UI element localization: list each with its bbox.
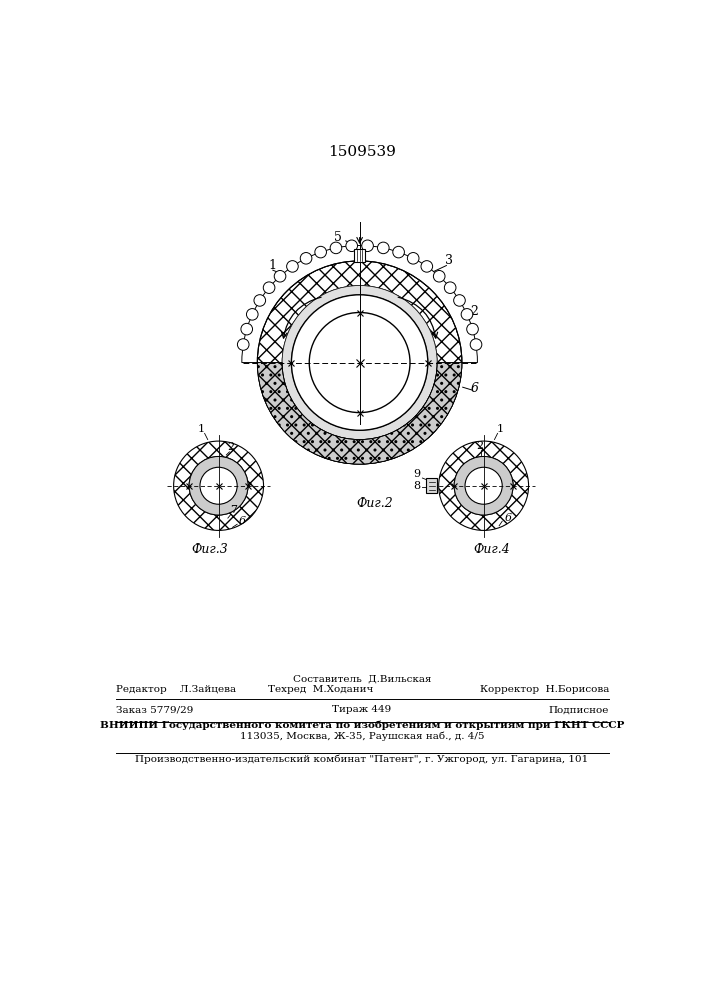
Text: 6: 6 — [470, 382, 479, 395]
Text: Тираж 449: Тираж 449 — [332, 705, 392, 714]
Text: 113035, Москва, Ж-35, Раушская наб., д. 4/5: 113035, Москва, Ж-35, Раушская наб., д. … — [240, 732, 484, 741]
Circle shape — [291, 295, 428, 430]
Circle shape — [189, 456, 248, 515]
Text: 5: 5 — [334, 231, 342, 244]
Circle shape — [445, 282, 456, 293]
Circle shape — [274, 270, 286, 282]
Text: Фиг.2: Фиг.2 — [357, 497, 394, 510]
Text: Фиг.3: Фиг.3 — [191, 543, 228, 556]
Circle shape — [467, 323, 479, 335]
Circle shape — [282, 286, 437, 440]
Circle shape — [254, 295, 266, 306]
Text: Составитель  Д.Вильская: Составитель Д.Вильская — [293, 675, 431, 684]
Circle shape — [300, 253, 312, 264]
Circle shape — [309, 312, 410, 413]
Circle shape — [200, 467, 237, 504]
Wedge shape — [257, 261, 462, 464]
Circle shape — [263, 282, 275, 293]
Wedge shape — [282, 286, 437, 440]
Wedge shape — [242, 246, 477, 363]
Text: 7: 7 — [230, 505, 238, 515]
Wedge shape — [257, 363, 462, 464]
Circle shape — [421, 261, 433, 272]
Text: 1: 1 — [198, 424, 205, 434]
Text: Заказ 5779/29: Заказ 5779/29 — [115, 705, 193, 714]
Circle shape — [433, 270, 445, 282]
Circle shape — [378, 242, 389, 254]
Circle shape — [454, 456, 513, 515]
Text: 1: 1 — [269, 259, 277, 272]
Text: Производственно-издательский комбинат "Патент", г. Ужгород, ул. Гагарина, 101: Производственно-издательский комбинат "П… — [135, 754, 588, 764]
Bar — [426, 478, 437, 493]
Circle shape — [461, 309, 473, 320]
Text: Корректор  Н.Борисова: Корректор Н.Борисова — [480, 685, 609, 694]
Circle shape — [257, 261, 462, 464]
Bar — [354, 249, 365, 262]
Circle shape — [330, 242, 341, 254]
Circle shape — [241, 323, 252, 335]
Text: 2: 2 — [228, 442, 235, 452]
Circle shape — [238, 339, 249, 350]
Circle shape — [286, 261, 298, 272]
Circle shape — [346, 240, 358, 252]
Circle shape — [465, 467, 502, 504]
Text: Фиг.4: Фиг.4 — [473, 543, 510, 556]
Circle shape — [393, 246, 404, 258]
Wedge shape — [438, 441, 529, 530]
Text: Техред  М.Ходанич: Техред М.Ходанич — [268, 685, 373, 694]
Text: ВНИИПИ Государственного комитета по изобретениям и открытиям при ГКНТ СССР: ВНИИПИ Государственного комитета по изоб… — [100, 720, 624, 730]
Text: 6: 6 — [505, 513, 512, 523]
Text: 2: 2 — [477, 441, 484, 451]
Text: 9: 9 — [414, 469, 421, 479]
Text: 8: 8 — [414, 481, 421, 491]
Text: 2: 2 — [470, 305, 478, 318]
Circle shape — [315, 246, 327, 258]
Circle shape — [470, 339, 482, 350]
Circle shape — [454, 295, 465, 306]
Circle shape — [247, 309, 258, 320]
Text: 1: 1 — [497, 424, 504, 434]
Text: Подписное: Подписное — [549, 705, 609, 714]
Circle shape — [407, 253, 419, 264]
Text: 6: 6 — [238, 516, 245, 526]
Text: Редактор    Л.Зайцева: Редактор Л.Зайцева — [115, 685, 235, 694]
Text: 3: 3 — [445, 254, 452, 267]
Wedge shape — [174, 441, 264, 530]
Circle shape — [362, 240, 373, 252]
Text: 1509539: 1509539 — [328, 145, 396, 159]
